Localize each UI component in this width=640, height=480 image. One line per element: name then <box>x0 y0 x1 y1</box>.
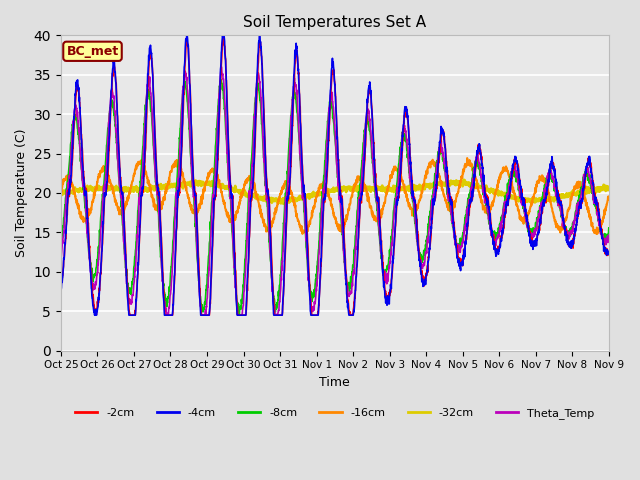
-4cm <box>605 249 612 254</box>
Theta_Temp <box>163 312 170 318</box>
Line: -32cm: -32cm <box>61 180 609 204</box>
-16cm <box>363 192 371 197</box>
-16cm <box>557 225 564 230</box>
-2cm <box>220 33 227 38</box>
-8cm <box>495 225 502 231</box>
-16cm <box>495 178 502 184</box>
-2cm <box>605 251 612 256</box>
-8cm <box>363 117 371 123</box>
Legend: -2cm, -4cm, -8cm, -16cm, -32cm, Theta_Temp: -2cm, -4cm, -8cm, -16cm, -32cm, Theta_Te… <box>70 404 599 423</box>
-4cm <box>495 252 502 257</box>
-2cm <box>363 110 371 116</box>
-4cm <box>183 33 191 38</box>
-4cm <box>91 312 99 318</box>
-8cm <box>57 243 65 249</box>
Theta_Temp <box>495 234 502 240</box>
-4cm <box>351 291 359 297</box>
Theta_Temp <box>557 206 564 212</box>
-16cm <box>210 167 218 173</box>
-16cm <box>605 194 612 200</box>
-16cm <box>572 184 580 190</box>
Line: -4cm: -4cm <box>61 36 609 315</box>
Theta_Temp <box>605 232 612 238</box>
-4cm <box>363 107 371 113</box>
Line: -16cm: -16cm <box>61 158 609 234</box>
Theta_Temp <box>363 108 371 113</box>
Theta_Temp <box>218 64 225 70</box>
-32cm <box>572 192 580 198</box>
Text: BC_met: BC_met <box>67 45 118 58</box>
-32cm <box>351 185 358 191</box>
-2cm <box>126 312 134 318</box>
-8cm <box>218 77 225 83</box>
-16cm <box>57 189 65 195</box>
-2cm <box>210 205 218 211</box>
-16cm <box>351 183 358 189</box>
-2cm <box>557 198 564 204</box>
-2cm <box>351 295 359 301</box>
-32cm <box>557 195 564 201</box>
-8cm <box>572 210 580 216</box>
Title: Soil Temperatures Set A: Soil Temperatures Set A <box>243 15 426 30</box>
-8cm <box>351 241 359 247</box>
-16cm <box>299 231 307 237</box>
Theta_Temp <box>210 186 218 192</box>
Theta_Temp <box>57 256 65 262</box>
Theta_Temp <box>572 213 580 219</box>
-2cm <box>57 280 65 286</box>
-16cm <box>463 155 471 161</box>
-32cm <box>57 193 65 199</box>
Y-axis label: Soil Temperature (C): Soil Temperature (C) <box>15 129 28 257</box>
-4cm <box>211 196 218 202</box>
-2cm <box>495 248 502 254</box>
-32cm <box>363 184 371 190</box>
-8cm <box>210 177 218 182</box>
Theta_Temp <box>351 253 359 259</box>
-8cm <box>236 312 243 318</box>
-4cm <box>557 201 564 207</box>
-8cm <box>605 225 612 231</box>
-32cm <box>460 177 467 182</box>
-4cm <box>57 288 65 294</box>
-32cm <box>605 185 612 191</box>
Line: -8cm: -8cm <box>61 80 609 315</box>
Line: -2cm: -2cm <box>61 36 609 315</box>
-32cm <box>495 192 502 198</box>
-4cm <box>572 227 580 232</box>
X-axis label: Time: Time <box>319 376 350 389</box>
-32cm <box>279 201 287 206</box>
-32cm <box>210 182 218 188</box>
-8cm <box>557 204 564 210</box>
Line: Theta_Temp: Theta_Temp <box>61 67 609 315</box>
-2cm <box>572 223 580 229</box>
